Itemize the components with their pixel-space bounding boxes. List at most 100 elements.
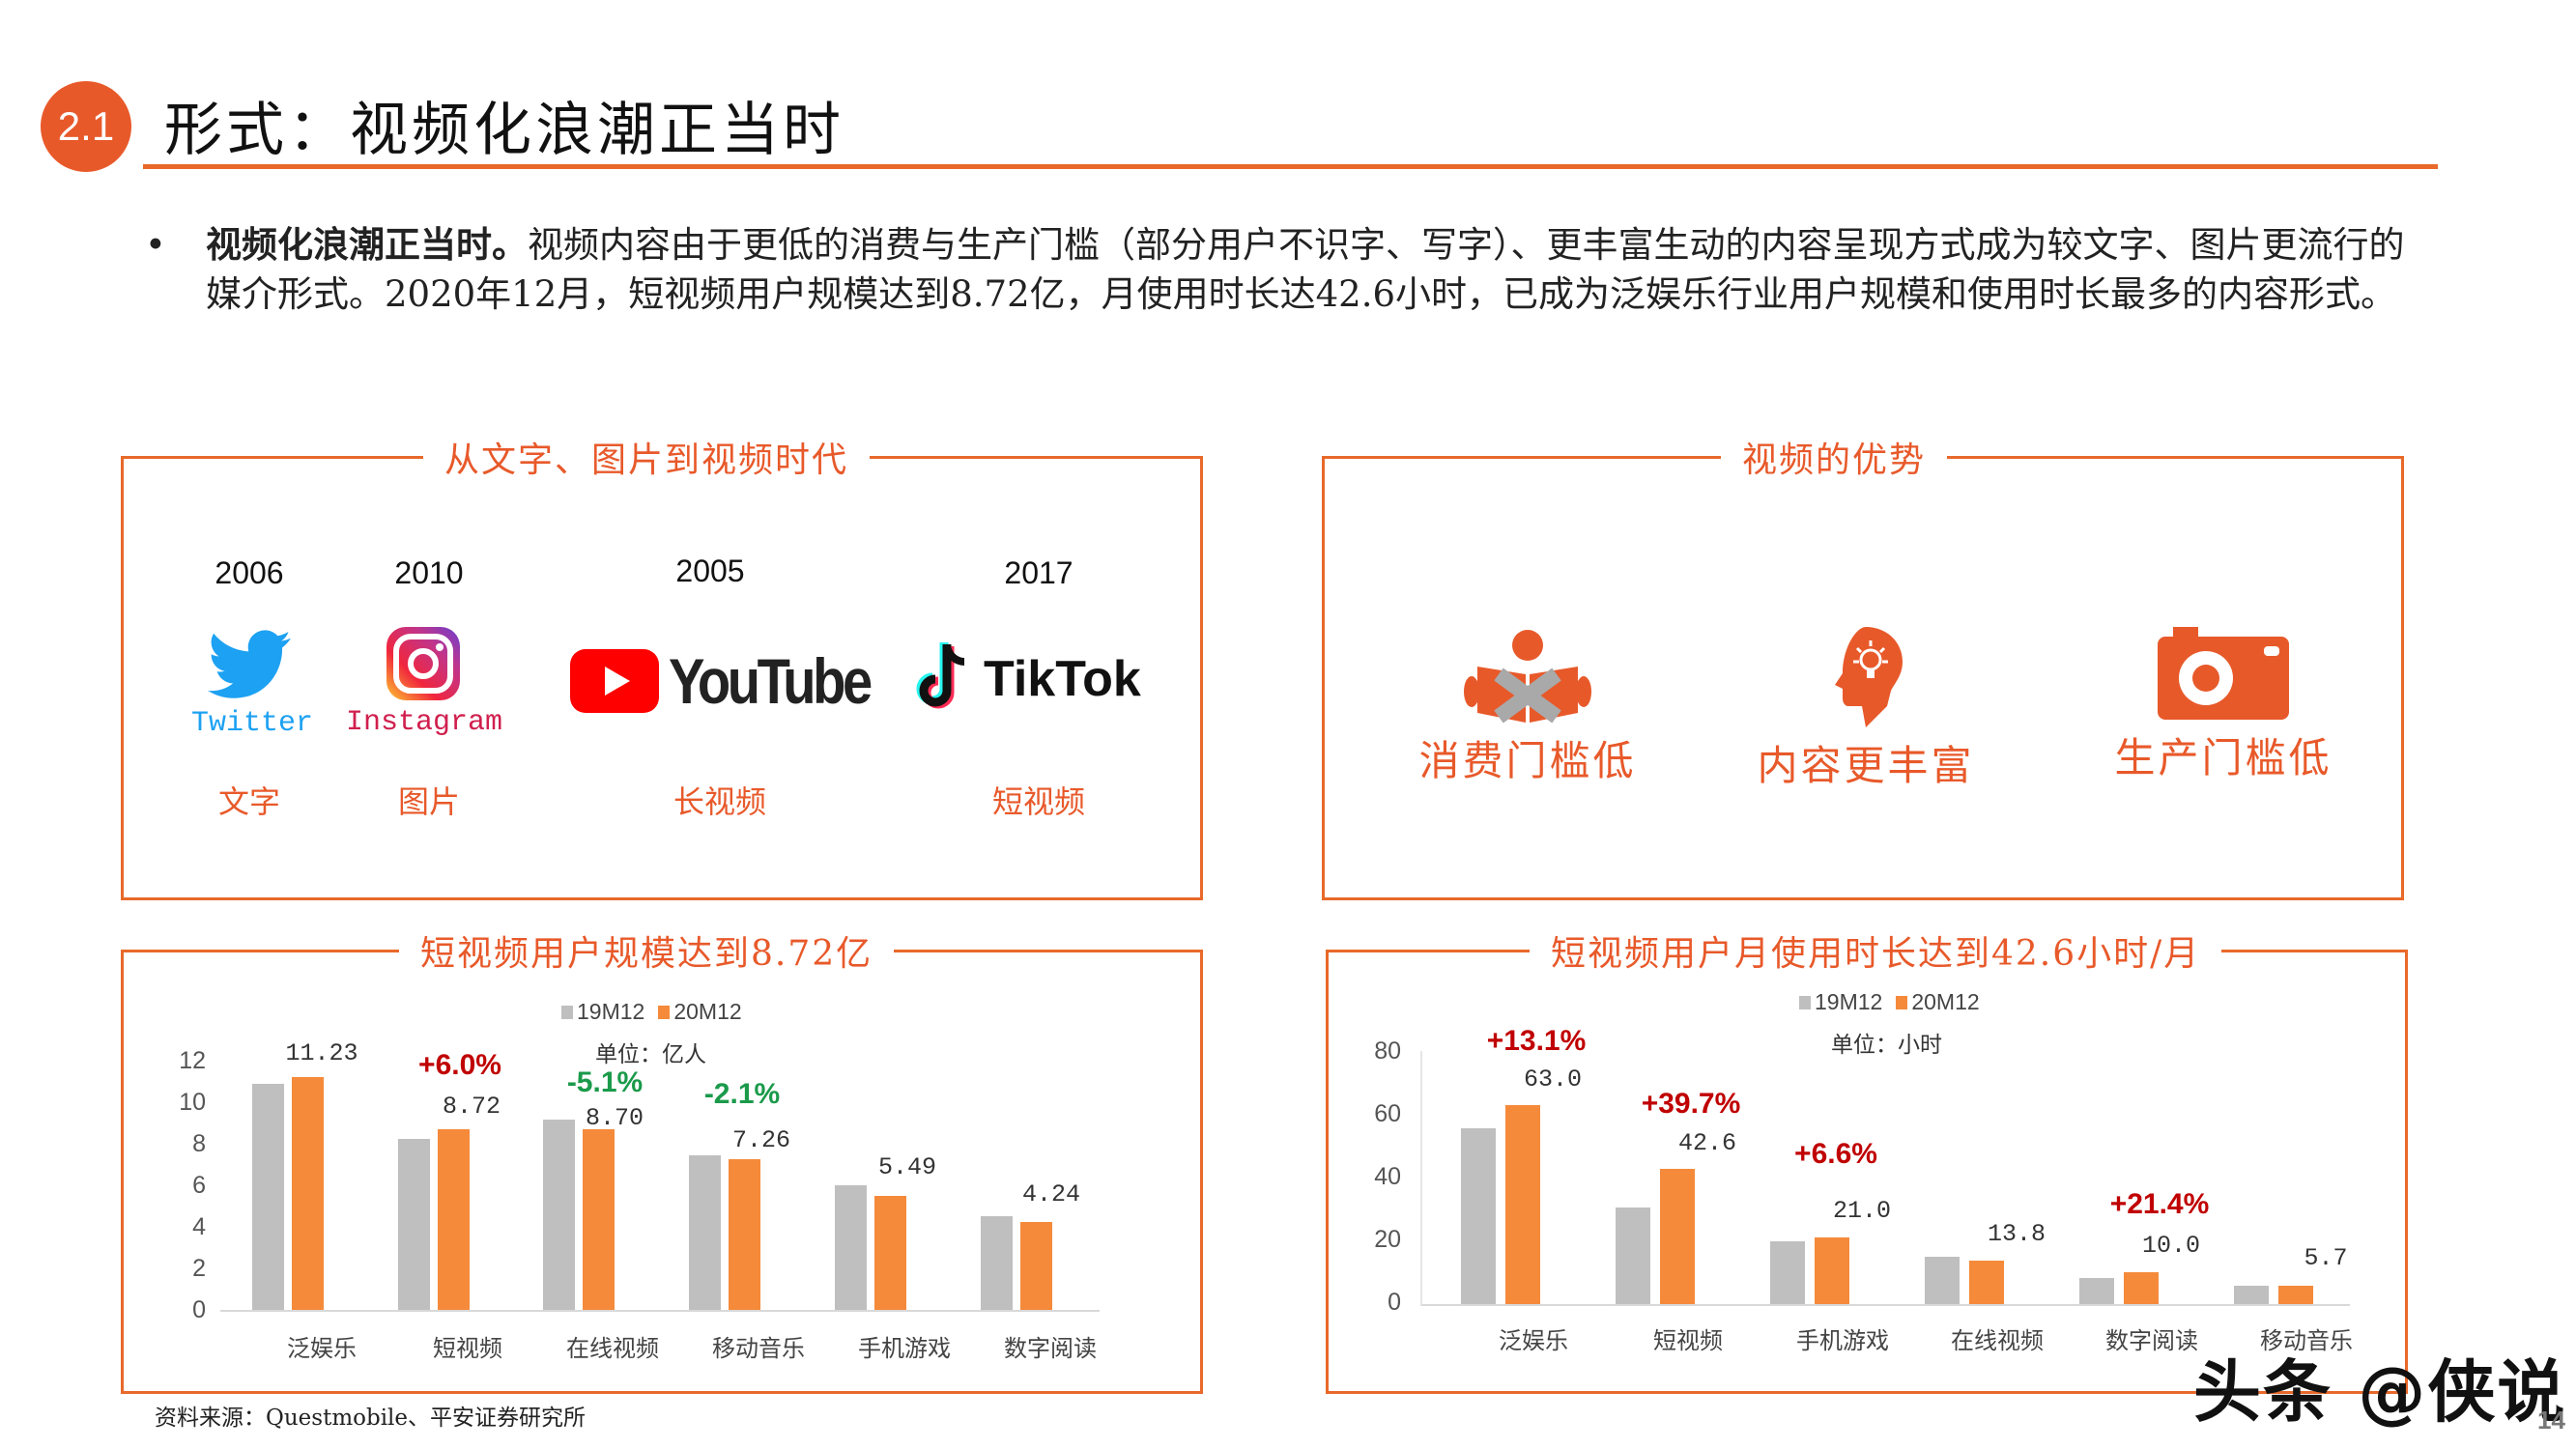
x-label: 短视频	[433, 1335, 502, 1362]
category-long-video: 长视频	[673, 783, 766, 820]
bar-19m12-digital-reading	[2079, 1278, 2114, 1304]
head-lightbulb-icon	[1835, 627, 1903, 727]
user-scale-chart-title: 短视频用户规模达到8.72亿	[399, 925, 895, 976]
tiktok-wordmark: TikTok	[984, 651, 1141, 707]
ytick: 0	[1388, 1289, 1401, 1316]
advantage-content-label: 内容更丰富	[1757, 742, 1975, 789]
x-label: 移动音乐	[712, 1335, 805, 1362]
advantage-consumption: 消费门槛低	[1383, 628, 1673, 787]
ytick: 4	[192, 1213, 206, 1240]
usage-time-unit: 单位：小时	[1831, 1033, 1942, 1058]
advantage-production-label: 生产门槛低	[2114, 734, 2333, 781]
usage-time-plot	[1420, 1051, 2350, 1306]
value-label: 13.8	[1987, 1220, 2046, 1248]
instagram-logo: Instagram	[346, 625, 503, 739]
bar-20m12-online-video	[583, 1129, 615, 1310]
user-scale-plot	[220, 1061, 1100, 1312]
growth-label: +6.0%	[418, 1049, 501, 1081]
legend-20m12: 20M12	[1896, 989, 1980, 1015]
bar-20m12-mobile-games	[1815, 1237, 1849, 1304]
ytick: 60	[1374, 1100, 1401, 1127]
x-label: 泛娱乐	[287, 1335, 357, 1362]
legend-19m12: 19M12	[561, 999, 644, 1025]
timeline-panel: 从文字、图片到视频时代 2006 2010 2005 2017 Twitter …	[121, 432, 1203, 900]
summary-bullet: • 视频化浪潮正当时。视频内容由于更低的消费与生产门槛（部分用户不识字、写字）、…	[145, 220, 2416, 319]
bar-20m12-fanyule	[292, 1077, 324, 1310]
usage-time-chart-panel: 短视频用户月使用时长达到42.6小时/月 19M12 20M12 单位：小时 8…	[1326, 925, 2408, 1394]
ytick: 10	[179, 1089, 206, 1116]
reader-crossed-book-icon	[1464, 630, 1591, 724]
bar-20m12-mobile-music	[729, 1159, 760, 1310]
ytick: 20	[1374, 1226, 1401, 1253]
ytick: 80	[1374, 1037, 1401, 1065]
usage-time-chart-title: 短视频用户月使用时长达到42.6小时/月	[1530, 925, 2222, 976]
watermark: 头条 @侠说	[2193, 1352, 2567, 1432]
value-label: 5.49	[877, 1153, 936, 1181]
value-label: 8.70	[585, 1104, 644, 1132]
bar-20m12-mobile-games	[874, 1196, 906, 1310]
bar-20m12-digital-reading	[2124, 1272, 2159, 1304]
youtube-play-icon	[570, 649, 659, 713]
camera-icon	[2158, 627, 2289, 720]
youtube-wordmark: YouTube	[669, 645, 873, 717]
timeline-panel-title: 从文字、图片到视频时代	[423, 432, 871, 482]
x-label: 短视频	[1653, 1327, 1723, 1354]
user-scale-chart-panel: 短视频用户规模达到8.72亿 19M12 20M12 单位：亿人 12 10 8…	[121, 925, 1203, 1394]
page-number: 14	[2537, 1406, 2565, 1435]
tiktok-note-icon	[916, 642, 965, 709]
title-divider	[143, 164, 2438, 169]
value-label: 10.0	[2141, 1232, 2200, 1260]
bullet-dot-icon: •	[145, 224, 166, 266]
x-label: 数字阅读	[2105, 1327, 2198, 1354]
x-label: 手机游戏	[858, 1335, 951, 1362]
section-number-badge: 2.1	[41, 81, 131, 172]
year-instagram: 2010	[394, 555, 464, 590]
value-label: 5.7	[2304, 1244, 2348, 1272]
ytick: 6	[192, 1172, 206, 1199]
legend-20m12: 20M12	[658, 999, 742, 1025]
value-label: 11.23	[285, 1039, 358, 1067]
x-label: 移动音乐	[2260, 1327, 2353, 1354]
source-note: 资料来源：Questmobile、平安证券研究所	[155, 1406, 587, 1431]
bar-20m12-fanyule	[1505, 1105, 1540, 1304]
legend-19m12: 19M12	[1799, 989, 1882, 1015]
instagram-wordmark: Instagram	[346, 706, 503, 739]
bar-20m12-short-video	[438, 1129, 470, 1310]
year-youtube: 2005	[675, 554, 745, 588]
ytick: 12	[179, 1047, 206, 1074]
value-label: 21.0	[1832, 1197, 1891, 1225]
bar-19m12-mobile-music	[2234, 1286, 2269, 1304]
page-title: 形式：视频化浪潮正当时	[164, 97, 844, 164]
tiktok-logo: TikTok	[914, 640, 1141, 718]
bar-19m12-mobile-music	[689, 1155, 721, 1310]
summary-lead: 视频化浪潮正当时。	[206, 223, 528, 266]
bar-19m12-mobile-games	[835, 1185, 867, 1310]
bar-19m12-short-video	[398, 1139, 430, 1310]
bar-19m12-online-video	[1925, 1257, 1960, 1304]
twitter-wordmark: Twitter	[191, 707, 314, 740]
summary-text: 视频化浪潮正当时。视频内容由于更低的消费与生产门槛（部分用户不识字、写字）、更丰…	[206, 220, 2416, 319]
value-label: 4.24	[1021, 1180, 1080, 1208]
advantages-panel-title: 视频的优势	[1721, 432, 1948, 482]
advantage-content: 内容更丰富	[1721, 623, 2011, 792]
ytick: 8	[192, 1130, 206, 1157]
category-text: 文字	[217, 783, 280, 820]
bar-20m12-short-video	[1660, 1169, 1695, 1304]
twitter-bird-icon	[208, 630, 291, 698]
value-label: 42.6	[1677, 1129, 1736, 1157]
category-short-video: 短视频	[991, 783, 1085, 820]
bar-20m12-mobile-music	[2278, 1286, 2313, 1304]
growth-label: -2.1%	[703, 1078, 781, 1110]
advantages-panel: 视频的优势 消费门槛低 内容更丰富 生产门槛低	[1322, 432, 2404, 900]
instagram-camera-icon	[386, 627, 460, 700]
x-label: 在线视频	[1951, 1327, 2044, 1354]
advantage-production: 生产门槛低	[2078, 625, 2368, 784]
growth-label: -5.1%	[566, 1066, 644, 1098]
bar-19m12-digital-reading	[981, 1216, 1013, 1310]
growth-label: +6.6%	[1794, 1138, 1877, 1170]
x-label: 手机游戏	[1796, 1327, 1889, 1354]
ytick: 2	[192, 1255, 206, 1282]
value-label: 63.0	[1523, 1065, 1582, 1094]
year-twitter: 2006	[215, 555, 284, 590]
user-scale-unit: 单位：亿人	[595, 1042, 706, 1067]
